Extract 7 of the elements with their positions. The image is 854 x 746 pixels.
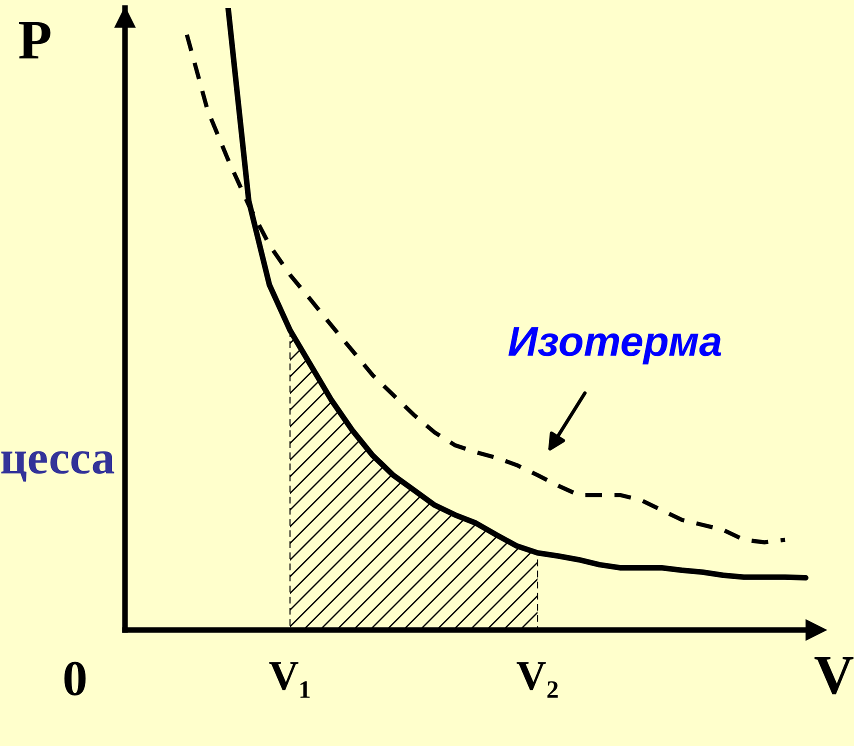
text: цесса [1,451,114,482]
text: 0 [64,662,86,696]
x-axis-title: V [814,656,854,694]
annotation: Изотерма [508,327,722,364]
x-tick-label: V₁ [269,662,310,698]
y-axis-title: P [18,22,50,58]
x-tick-label: V₂ [516,662,558,698]
